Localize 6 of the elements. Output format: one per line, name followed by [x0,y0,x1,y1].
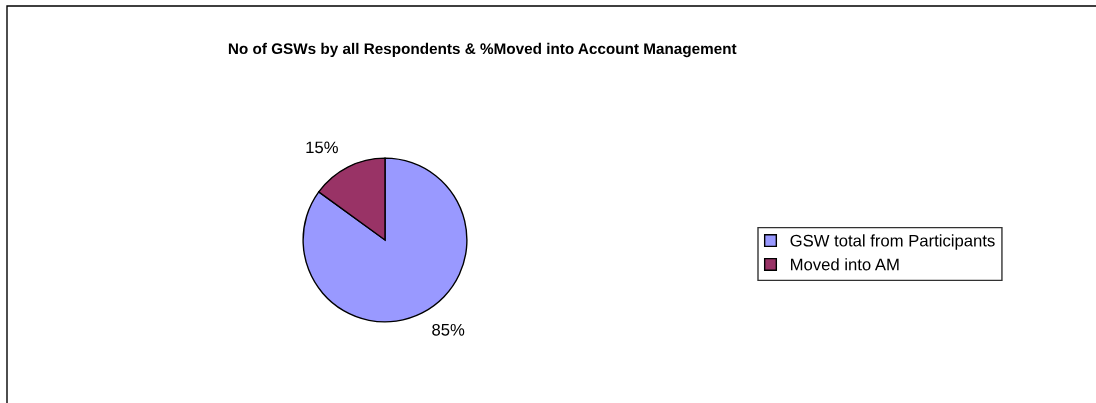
chart-title: No of GSWs by all Respondents & %Moved into Account Management [228,42,737,58]
legend-label: GSW total from Participants [790,234,995,250]
data-label: 15% [306,141,338,154]
legend-label: Moved into AM [791,258,899,271]
data-label: 85% [432,323,465,336]
pie-slice [302,157,468,323]
